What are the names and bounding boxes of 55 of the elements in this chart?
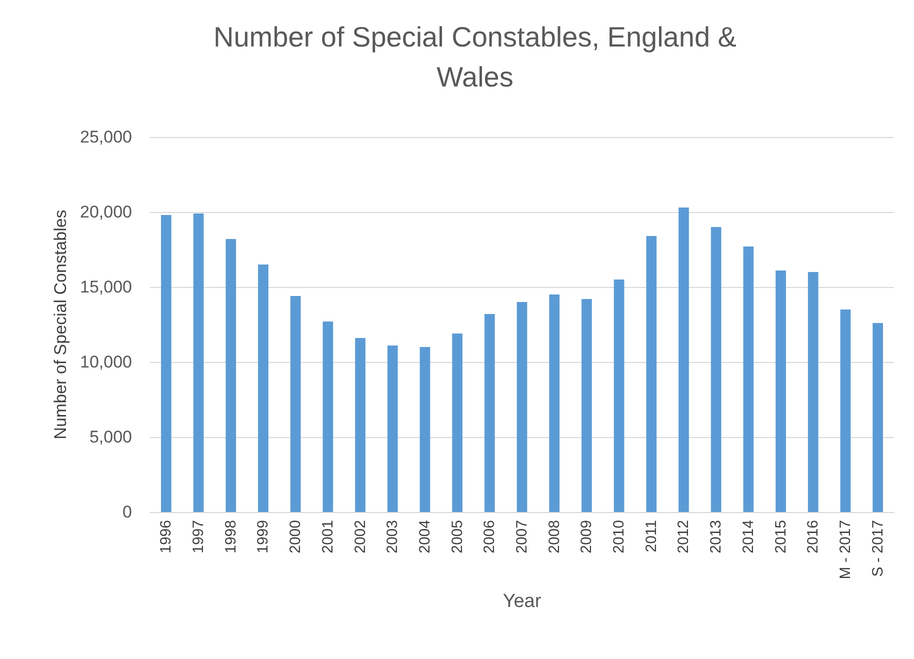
bar — [193, 214, 204, 512]
y-tick-label: 5,000 — [89, 428, 132, 446]
y-tick-label: 15,000 — [80, 278, 132, 296]
x-tick-label: 2001 — [319, 520, 336, 554]
x-tick-label: 2006 — [481, 520, 498, 554]
bar — [678, 208, 689, 512]
y-axis-title: Number of Special Constables — [51, 210, 70, 440]
bar — [322, 322, 334, 512]
x-tick-label: 2005 — [448, 520, 466, 554]
x-tick-label: 2016 — [804, 520, 822, 554]
x-tick-label: 2015 — [772, 520, 790, 554]
x-tick-label: 2009 — [578, 520, 596, 554]
x-tick-label: 2004 — [416, 520, 434, 554]
bar — [582, 299, 592, 512]
x-tick-label: 2014 — [740, 520, 757, 554]
x-tick-label: S - 2017 — [869, 520, 886, 577]
bar — [226, 239, 236, 512]
bar — [710, 227, 722, 512]
bar — [387, 346, 398, 512]
x-tick-label: 2013 — [708, 520, 725, 554]
x-tick-label: 2011 — [642, 520, 660, 552]
x-tick-label: 2008 — [546, 520, 563, 554]
bar — [614, 280, 624, 512]
x-tick-label: 1996 — [158, 520, 175, 554]
x-tick-label: 2012 — [675, 520, 692, 554]
bar — [258, 264, 268, 512]
x-tick-label: 1999 — [254, 520, 272, 554]
bar — [290, 296, 301, 512]
bar — [840, 310, 851, 512]
bar — [743, 246, 754, 512]
x-tick-label: M - 2017 — [836, 520, 854, 580]
bar — [776, 270, 786, 512]
y-tick-label: 25,000 — [80, 128, 132, 146]
y-tick-label: 0 — [122, 502, 132, 522]
bar — [452, 334, 462, 512]
x-axis-title: Year — [502, 591, 542, 612]
bar — [161, 215, 172, 512]
bar — [516, 302, 528, 512]
y-tick-label: 10,000 — [80, 352, 132, 372]
bar — [420, 347, 430, 512]
bar — [549, 294, 560, 512]
x-tick-label: 2000 — [287, 520, 304, 554]
x-tick-label: 2002 — [352, 520, 369, 554]
chart-title: Number of Special Constables, England & Wales — [214, 22, 737, 92]
bar — [646, 236, 657, 512]
x-tick-label: 1998 — [222, 520, 240, 554]
x-tick-label: 2007 — [514, 520, 530, 554]
bar — [808, 272, 818, 512]
y-tick-label: 20,000 — [80, 202, 132, 222]
x-tick-label: 2010 — [610, 520, 628, 554]
x-tick-label: 1997 — [190, 520, 208, 554]
bar — [872, 323, 883, 512]
bar — [484, 314, 495, 512]
x-tick-label: 2003 — [384, 520, 402, 554]
bar — [355, 338, 366, 512]
